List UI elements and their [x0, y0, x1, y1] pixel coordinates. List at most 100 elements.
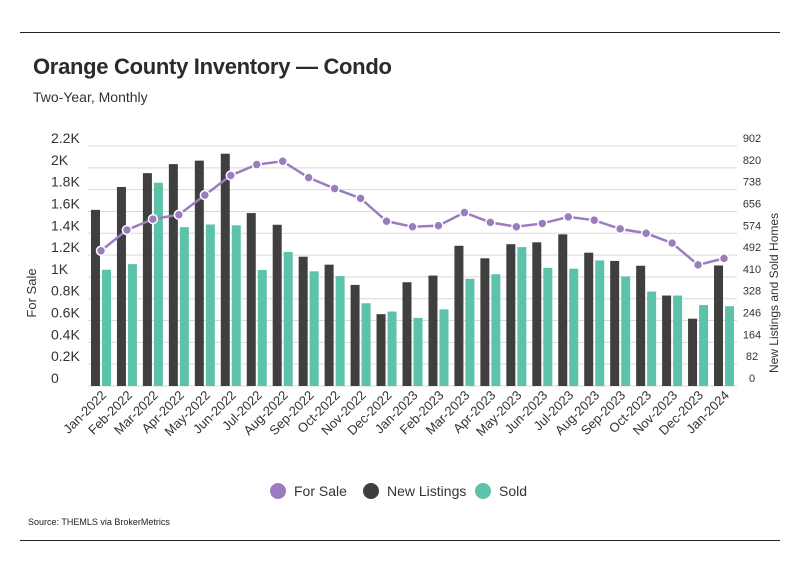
- for-sale-point: [199, 189, 211, 201]
- left-tick-label: 0.4K: [51, 326, 80, 342]
- sold-bar: [465, 278, 475, 386]
- left-tick-label: 2.2K: [51, 130, 80, 146]
- new-listings-bar: [272, 224, 282, 386]
- new-listings-bar: [688, 318, 698, 386]
- left-tick-label: 0.2K: [51, 348, 80, 364]
- for-sale-point: [277, 156, 288, 167]
- for-sale-point: [666, 237, 678, 249]
- for-sale-point: [692, 259, 704, 271]
- new-listings-bar: [454, 245, 464, 386]
- sold-bar: [725, 306, 735, 386]
- sold-bar: [179, 227, 189, 386]
- right-axis-ticks: 0 82 164 246 328 410 492 574 656 738 820 902: [743, 133, 761, 385]
- new-listings-bar: [142, 173, 152, 386]
- for-sale-point: [718, 253, 730, 264]
- chart-subtitle: Two-Year, Monthly: [33, 89, 148, 105]
- left-tick-label: 1.8K: [51, 174, 80, 190]
- left-tick-label: 0.6K: [51, 305, 80, 321]
- right-tick-label: 820: [743, 155, 761, 167]
- new-listings-bar: [246, 213, 256, 386]
- new-listings-bar: [428, 275, 438, 386]
- source-note: Source: THEMLS via BrokerMetrics: [28, 517, 170, 527]
- left-tick-label: 1.6K: [51, 195, 80, 211]
- sold-bar: [361, 303, 371, 386]
- left-tick-label: 0: [51, 370, 59, 386]
- new-listings-bar: [480, 258, 490, 386]
- for-sale-point: [95, 245, 107, 256]
- sold-bar: [101, 269, 111, 386]
- right-tick-label: 246: [743, 308, 761, 320]
- new-listings-bar: [610, 260, 620, 386]
- sold-bar: [647, 291, 657, 386]
- for-sale-path: [100, 159, 725, 267]
- sold-bar: [569, 268, 579, 386]
- new-listings-bar: [532, 242, 542, 386]
- for-sale-point: [614, 223, 626, 235]
- sold-bar: [621, 276, 631, 386]
- chart-title: Orange County Inventory — Condo: [33, 54, 392, 79]
- new-listings-bar: [116, 186, 126, 386]
- sold-bar: [335, 276, 345, 386]
- left-tick-label: 1.4K: [51, 217, 80, 233]
- legend: For Sale New Listings Sold: [270, 483, 527, 499]
- new-listings-bar: [558, 234, 568, 386]
- for-sale-point: [251, 159, 262, 170]
- for-sale-point: [511, 221, 522, 232]
- for-sale-point: [588, 214, 600, 226]
- for-sale-point: [147, 213, 159, 225]
- legend-label: For Sale: [294, 483, 347, 499]
- right-tick-label: 164: [743, 329, 761, 341]
- for-sale-point: [121, 224, 133, 236]
- for-sale-point: [537, 218, 548, 229]
- legend-label: New Listings: [387, 483, 466, 499]
- sold-bar: [127, 264, 137, 386]
- sold-bar: [439, 309, 449, 386]
- right-tick-label: 328: [743, 286, 761, 298]
- new-listings-bar: [662, 295, 672, 386]
- sold-bar: [491, 274, 501, 386]
- new-listings-bar: [714, 265, 724, 386]
- sold-bar: [413, 317, 423, 386]
- legend-swatch: [363, 483, 379, 499]
- left-tick-label: 0.8K: [51, 283, 80, 299]
- sold-bar: [543, 267, 553, 386]
- for-sale-point: [381, 216, 392, 227]
- new-listings-bar: [402, 282, 412, 386]
- right-tick-label: 82: [746, 351, 758, 363]
- sold-bar: [153, 182, 163, 386]
- right-tick-label: 410: [743, 264, 761, 276]
- for-sale-point: [329, 183, 340, 194]
- left-tick-label: 1.2K: [51, 239, 80, 255]
- left-tick-label: 1K: [51, 261, 69, 277]
- for-sale-point: [303, 172, 314, 183]
- legend-swatch: [270, 483, 286, 499]
- for-sale-line: [95, 156, 730, 271]
- for-sale-point: [563, 211, 574, 223]
- right-axis-label: New Listings and Sold Homes: [767, 213, 781, 373]
- sold-bar: [205, 224, 215, 386]
- left-axis-ticks: 0 0.2K 0.4K 0.6K 0.8K 1K 1.2K 1.4K 1.6K 1.8K 2K 2.2…: [51, 130, 80, 386]
- right-tick-label: 902: [743, 133, 761, 145]
- new-listings-bar: [506, 244, 516, 386]
- sold-bar: [699, 305, 709, 386]
- sold-bar: [283, 251, 293, 386]
- new-listings-bar: [636, 265, 646, 386]
- sold-bar: [673, 295, 683, 386]
- right-tick-label: 738: [743, 177, 761, 189]
- sold-bar: [231, 225, 241, 386]
- bar-series: [90, 153, 735, 386]
- bottom-rule: [20, 540, 780, 541]
- left-tick-label: 2K: [51, 152, 69, 168]
- sold-bar: [595, 260, 605, 386]
- sold-bar: [387, 311, 397, 386]
- new-listings-bar: [194, 160, 204, 386]
- legend-label: Sold: [499, 483, 527, 499]
- for-sale-point: [225, 170, 237, 181]
- new-listings-bar: [168, 164, 178, 386]
- sold-bar: [309, 271, 319, 386]
- right-tick-label: 574: [743, 220, 761, 232]
- new-listings-bar: [220, 153, 230, 386]
- for-sale-point: [407, 221, 418, 232]
- new-listings-bar: [376, 314, 386, 386]
